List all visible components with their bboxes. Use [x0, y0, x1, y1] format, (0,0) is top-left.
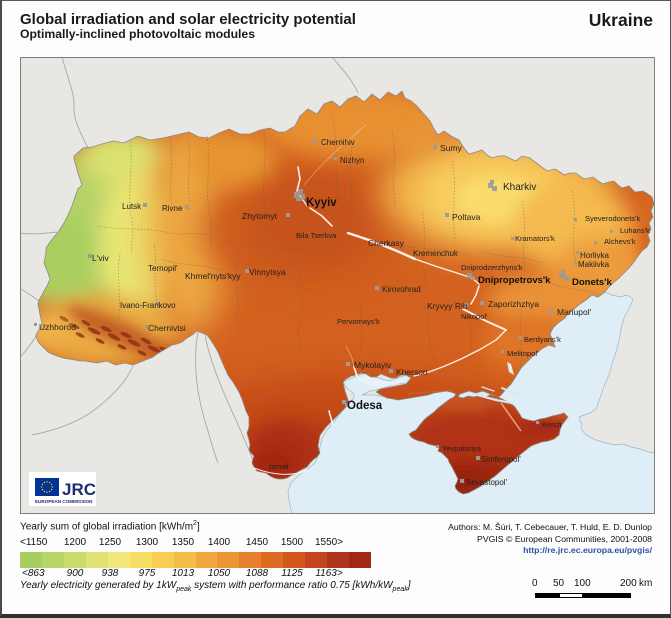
svg-text:Zhytomyt: Zhytomyt: [242, 211, 278, 221]
svg-text:Dniprodzerzhyns'k: Dniprodzerzhyns'k: [461, 263, 523, 272]
svg-text:Nizhyn: Nizhyn: [340, 156, 364, 165]
svg-text:Horlivka: Horlivka: [580, 251, 609, 260]
svg-text:Khmel'nyts'kyy: Khmel'nyts'kyy: [185, 271, 241, 281]
svg-text:Rivne: Rivne: [162, 204, 183, 213]
svg-text:Chernivtsi: Chernivtsi: [148, 323, 186, 333]
svg-text:Simferopol': Simferopol': [481, 455, 521, 464]
svg-text:Kerch: Kerch: [542, 420, 562, 429]
svg-text:Sevastopol': Sevastopol': [466, 478, 508, 487]
svg-text:Kyyiv: Kyyiv: [306, 197, 337, 209]
svg-text:JRC: JRC: [62, 480, 96, 499]
svg-text:Vinnytsya: Vinnytsya: [249, 267, 286, 277]
svg-text:Ivano-Frankovo: Ivano-Frankovo: [120, 301, 176, 310]
svg-text:Bila Tserkva: Bila Tserkva: [296, 231, 337, 240]
svg-text:Izmail: Izmail: [269, 462, 289, 471]
svg-text:Mykolayiv: Mykolayiv: [354, 360, 392, 370]
svg-text:Odesa: Odesa: [347, 400, 383, 412]
svg-text:Zaporizhzhya: Zaporizhzhya: [488, 299, 539, 309]
svg-text:Kryvyy Rih: Kryvyy Rih: [427, 301, 468, 311]
svg-text:Ternopil': Ternopil': [148, 264, 178, 273]
svg-text:Lutsk: Lutsk: [122, 202, 142, 211]
svg-text:Nikopol': Nikopol': [461, 312, 488, 321]
svg-text:Pervomays'k: Pervomays'k: [337, 317, 380, 326]
svg-text:Kramators'k: Kramators'k: [515, 234, 555, 243]
svg-text:Syeverodonets'k: Syeverodonets'k: [585, 214, 640, 223]
svg-text:Kherson: Kherson: [396, 367, 428, 377]
svg-text:L'viv: L'viv: [92, 253, 109, 263]
svg-text:Yevpatoriya: Yevpatoriya: [442, 444, 482, 453]
svg-text:EUROPEAN COMMISSION: EUROPEAN COMMISSION: [35, 499, 93, 504]
svg-text:Cherkasy: Cherkasy: [368, 238, 405, 248]
svg-text:Mariupol': Mariupol': [557, 307, 592, 317]
svg-text:Sumy: Sumy: [440, 143, 462, 153]
svg-text:Luhans'k: Luhans'k: [620, 226, 650, 235]
svg-text:Poltava: Poltava: [452, 212, 481, 222]
svg-text:Berdyans'k: Berdyans'k: [524, 335, 561, 344]
svg-text:Chernihiv: Chernihiv: [321, 138, 355, 147]
svg-text:Kharkiv: Kharkiv: [503, 182, 536, 193]
svg-text:Makiivka: Makiivka: [578, 260, 610, 269]
svg-text:Donets'k: Donets'k: [572, 277, 612, 288]
svg-text:Melitopol': Melitopol': [507, 349, 539, 358]
svg-text:Kremenchuk: Kremenchuk: [413, 249, 459, 258]
svg-text:Alchevs'k: Alchevs'k: [604, 237, 636, 246]
svg-text:Dnipropetrovs'k: Dnipropetrovs'k: [478, 275, 551, 286]
svg-text:Kirovohrad: Kirovohrad: [382, 285, 421, 294]
svg-text:Uzhhorod: Uzhhorod: [39, 322, 76, 332]
